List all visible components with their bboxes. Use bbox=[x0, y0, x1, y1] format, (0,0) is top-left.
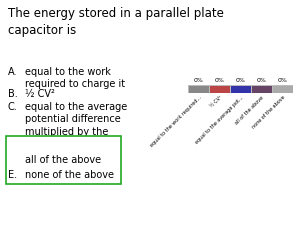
Text: equal to the work
required to charge it: equal to the work required to charge it bbox=[25, 67, 125, 89]
Text: A.: A. bbox=[8, 67, 17, 77]
Text: 0%: 0% bbox=[194, 78, 203, 83]
Text: equal to the average
potential difference
multiplied by the
final charge: equal to the average potential differenc… bbox=[25, 102, 127, 149]
Text: none of the above: none of the above bbox=[25, 170, 114, 180]
Text: equal to the average pot...: equal to the average pot... bbox=[194, 95, 244, 145]
Text: none of the above: none of the above bbox=[251, 95, 286, 130]
Text: ½ CV²: ½ CV² bbox=[209, 95, 223, 109]
FancyBboxPatch shape bbox=[251, 86, 272, 92]
Text: The energy stored in a parallel plate
capacitor is: The energy stored in a parallel plate ca… bbox=[8, 7, 224, 37]
Text: all of the above: all of the above bbox=[25, 155, 101, 165]
Text: equal to the work required...: equal to the work required... bbox=[149, 95, 202, 148]
Text: 0%: 0% bbox=[278, 78, 287, 83]
FancyBboxPatch shape bbox=[230, 86, 250, 92]
Text: 0%: 0% bbox=[214, 78, 224, 83]
Text: 0%: 0% bbox=[236, 78, 245, 83]
Text: D.: D. bbox=[8, 155, 19, 165]
Text: C.: C. bbox=[8, 102, 18, 112]
Text: E.: E. bbox=[8, 170, 17, 180]
FancyBboxPatch shape bbox=[272, 86, 292, 92]
Text: ½ CV²: ½ CV² bbox=[25, 89, 55, 99]
Text: 0%: 0% bbox=[256, 78, 266, 83]
FancyBboxPatch shape bbox=[209, 86, 230, 92]
Text: all of the above: all of the above bbox=[235, 95, 265, 126]
FancyBboxPatch shape bbox=[188, 85, 293, 93]
Text: B.: B. bbox=[8, 89, 18, 99]
FancyBboxPatch shape bbox=[188, 86, 208, 92]
